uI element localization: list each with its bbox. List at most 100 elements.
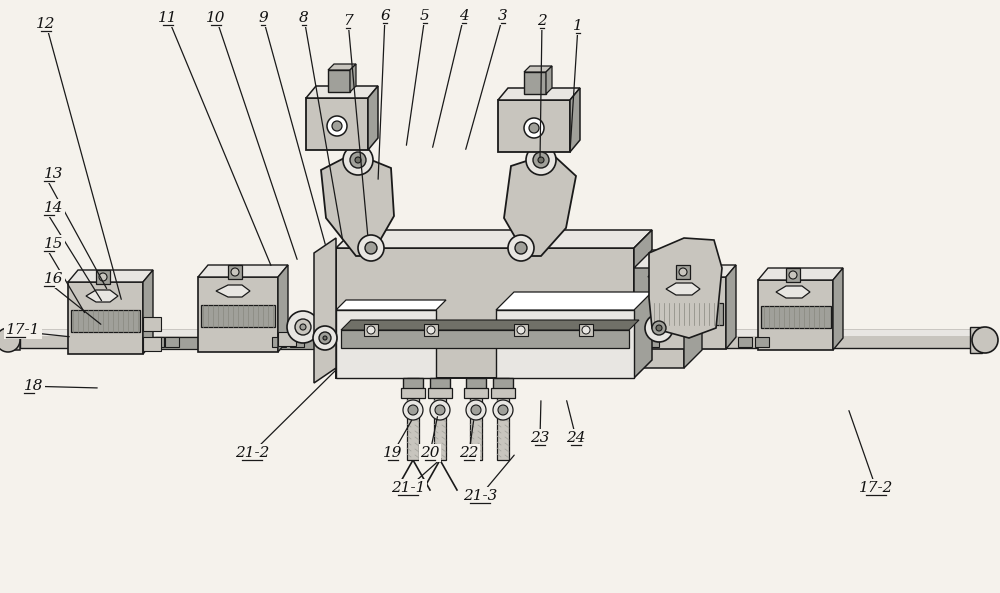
Polygon shape (634, 230, 652, 378)
Text: 19: 19 (383, 446, 403, 460)
Polygon shape (634, 250, 702, 268)
Bar (758, 280, 833, 350)
Bar (71, 310, 140, 332)
Circle shape (435, 405, 445, 415)
Circle shape (508, 235, 534, 261)
Circle shape (287, 311, 319, 343)
Polygon shape (649, 238, 722, 338)
Polygon shape (314, 238, 336, 383)
Polygon shape (648, 265, 736, 277)
Bar (648, 277, 726, 349)
Text: 16: 16 (44, 272, 64, 286)
Polygon shape (143, 270, 153, 354)
Polygon shape (321, 153, 394, 256)
Polygon shape (68, 270, 153, 282)
Polygon shape (350, 64, 356, 92)
Bar (579, 324, 593, 336)
Polygon shape (684, 250, 702, 368)
Text: 22: 22 (459, 446, 479, 460)
Circle shape (295, 319, 311, 335)
Circle shape (408, 405, 418, 415)
Text: 23: 23 (530, 431, 550, 445)
Polygon shape (970, 327, 982, 353)
Circle shape (231, 268, 239, 276)
Circle shape (972, 327, 998, 353)
Bar (755, 337, 769, 347)
Bar (651, 303, 723, 325)
Text: 2: 2 (537, 14, 547, 28)
Bar (290, 337, 304, 347)
Bar (524, 72, 546, 94)
Circle shape (319, 332, 331, 344)
Bar (761, 306, 831, 328)
Polygon shape (278, 265, 288, 352)
Bar (498, 100, 570, 152)
Bar (430, 378, 450, 390)
Text: 12: 12 (36, 17, 56, 31)
Circle shape (533, 152, 549, 168)
Bar (68, 282, 143, 354)
Circle shape (350, 152, 366, 168)
Bar (401, 388, 425, 398)
Bar (496, 310, 634, 378)
Polygon shape (524, 66, 552, 72)
Text: 18: 18 (24, 379, 44, 393)
Bar (201, 305, 275, 327)
Bar (20, 330, 315, 348)
Bar (150, 337, 164, 347)
Polygon shape (341, 320, 639, 330)
Polygon shape (833, 268, 843, 350)
Circle shape (679, 268, 687, 276)
Polygon shape (504, 153, 576, 256)
Text: 21-2: 21-2 (235, 446, 269, 460)
Text: 17-1: 17-1 (6, 323, 40, 337)
Bar (143, 337, 161, 351)
Circle shape (645, 314, 673, 342)
Text: 15: 15 (44, 237, 64, 251)
Circle shape (403, 400, 423, 420)
Bar (407, 378, 419, 460)
Bar (336, 310, 436, 378)
Text: 7: 7 (343, 14, 353, 28)
Bar (786, 268, 800, 282)
Text: 21-1: 21-1 (391, 481, 425, 495)
Text: 21-3: 21-3 (463, 489, 497, 503)
Circle shape (529, 123, 539, 133)
Polygon shape (86, 290, 118, 302)
Polygon shape (328, 64, 356, 70)
Bar (20, 330, 315, 336)
Circle shape (789, 271, 797, 279)
Text: 11: 11 (158, 11, 178, 25)
Bar (341, 330, 629, 348)
Bar (676, 265, 690, 279)
Circle shape (343, 145, 373, 175)
Circle shape (526, 145, 556, 175)
Bar (497, 378, 509, 460)
Circle shape (358, 235, 384, 261)
Text: 6: 6 (380, 9, 390, 23)
Circle shape (313, 326, 337, 350)
Text: 14: 14 (44, 201, 64, 215)
Bar (306, 98, 368, 150)
Polygon shape (498, 88, 580, 100)
Circle shape (493, 400, 513, 420)
Bar (143, 317, 161, 331)
Bar (620, 330, 980, 336)
Bar (155, 337, 215, 349)
Bar (514, 324, 528, 336)
Polygon shape (368, 86, 378, 150)
Circle shape (99, 273, 107, 281)
Bar (272, 337, 286, 347)
Circle shape (466, 400, 486, 420)
Circle shape (332, 121, 342, 131)
Polygon shape (198, 265, 288, 277)
Bar (464, 388, 488, 398)
Bar (434, 378, 446, 460)
Circle shape (656, 325, 662, 331)
Bar (493, 378, 513, 390)
Circle shape (498, 405, 508, 415)
Polygon shape (570, 88, 580, 152)
Circle shape (517, 326, 525, 334)
Text: 8: 8 (299, 11, 309, 25)
Bar (620, 330, 980, 348)
